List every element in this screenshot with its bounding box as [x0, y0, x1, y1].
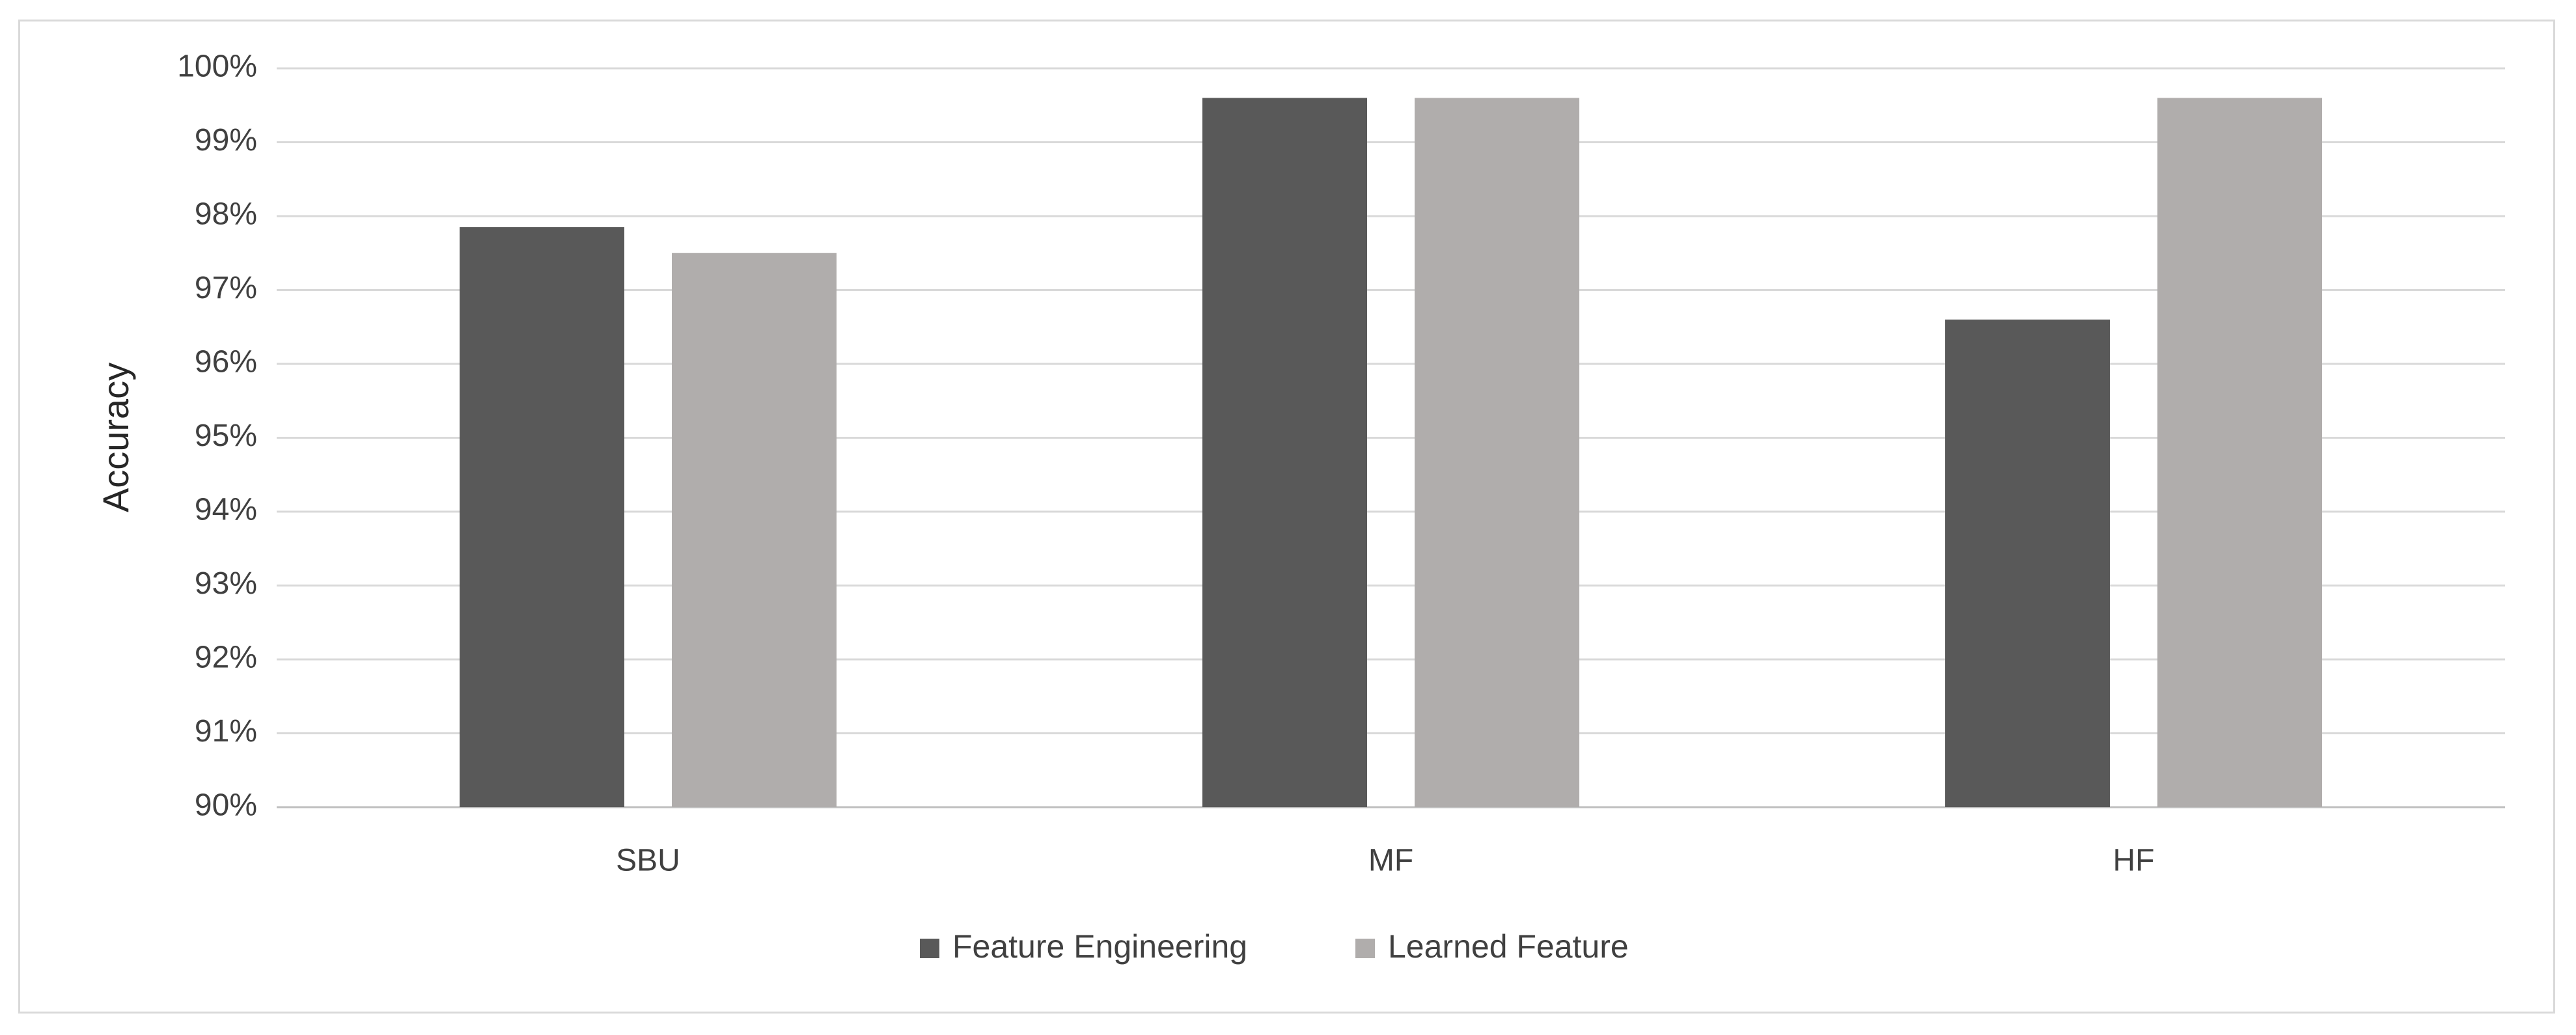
legend-swatch — [1355, 939, 1375, 958]
y-axis-tick-labels: 90% 91% 92% 93% 94% 95% 96% 97% 98% 99% 100% — [177, 49, 257, 823]
y-axis-title: Accuracy — [95, 363, 136, 512]
legend: Feature Engineering Learned Feature — [920, 928, 1629, 965]
y-tick-label: 91% — [195, 714, 257, 749]
bars — [460, 98, 2322, 807]
y-tick-label: 97% — [195, 271, 257, 305]
y-tick-label: 99% — [195, 123, 257, 158]
x-axis-tick-labels: SBU MF HF — [616, 844, 2154, 878]
bar-sbu-feature-engineering — [460, 227, 624, 807]
legend-label: Learned Feature — [1388, 928, 1629, 965]
bar-hf-feature-engineering — [1945, 319, 2110, 807]
y-tick-label: 90% — [195, 788, 257, 823]
legend-label: Feature Engineering — [952, 928, 1247, 965]
bar-mf-learned-feature — [1415, 98, 1579, 807]
y-tick-label: 92% — [195, 641, 257, 675]
bar-hf-learned-feature — [2157, 98, 2322, 807]
y-tick-label: 98% — [195, 197, 257, 232]
x-tick-label: HF — [2113, 844, 2155, 878]
y-tick-label: 96% — [195, 345, 257, 380]
x-tick-label: MF — [1368, 844, 1413, 878]
y-tick-label: 93% — [195, 566, 257, 601]
gridlines — [277, 67, 2505, 808]
y-tick-label: 94% — [195, 493, 257, 527]
bar-sbu-learned-feature — [672, 253, 837, 807]
y-tick-label: 95% — [195, 419, 257, 453]
bar-mf-feature-engineering — [1202, 98, 1367, 807]
x-tick-label: SBU — [616, 844, 680, 878]
y-tick-label: 100% — [177, 49, 257, 84]
legend-swatch — [920, 939, 939, 958]
